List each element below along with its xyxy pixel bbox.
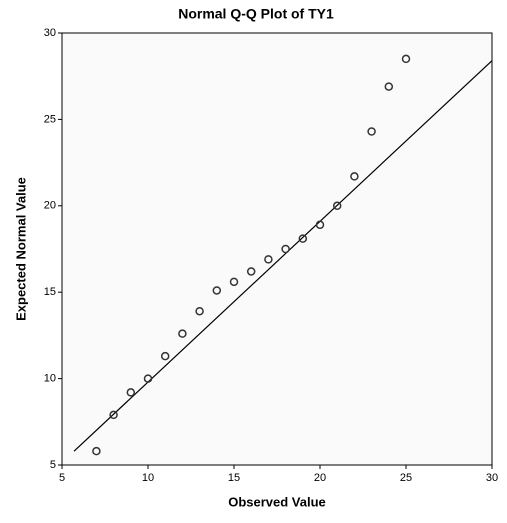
point	[92, 446, 101, 456]
x-tick-label: 5	[59, 472, 65, 484]
point	[178, 329, 187, 338]
y-tick-label: 15	[44, 286, 56, 298]
point	[281, 244, 290, 254]
y-axis-label: Expected Normal Value	[13, 177, 28, 321]
point	[229, 277, 239, 287]
point	[332, 201, 342, 211]
point	[212, 286, 222, 295]
x-tick-label: 25	[400, 472, 412, 484]
x-tick-label: 20	[314, 472, 326, 484]
point	[401, 54, 411, 64]
point	[384, 82, 394, 91]
point	[367, 127, 376, 136]
x-axis-label: Observed Value	[228, 494, 326, 509]
point	[298, 234, 308, 243]
point	[195, 306, 204, 316]
y-tick-label: 25	[44, 113, 56, 125]
reference-line	[73, 60, 493, 452]
x-tick-label: 10	[142, 472, 154, 484]
point	[126, 388, 136, 397]
plot-area	[61, 32, 493, 466]
point	[246, 267, 256, 276]
point	[264, 255, 273, 264]
x-tick-label: 30	[486, 472, 498, 484]
y-tick-label: 5	[50, 459, 56, 471]
point	[160, 351, 170, 361]
y-tick-label: 20	[44, 200, 56, 212]
point	[143, 374, 153, 383]
chart-title: Normal Q-Q Plot of TY1	[178, 6, 334, 22]
x-tick-label: 15	[228, 472, 240, 484]
y-tick-label: 30	[44, 27, 56, 39]
point	[109, 410, 118, 420]
point	[350, 172, 359, 181]
point	[315, 220, 325, 230]
y-tick-label: 10	[44, 373, 56, 385]
